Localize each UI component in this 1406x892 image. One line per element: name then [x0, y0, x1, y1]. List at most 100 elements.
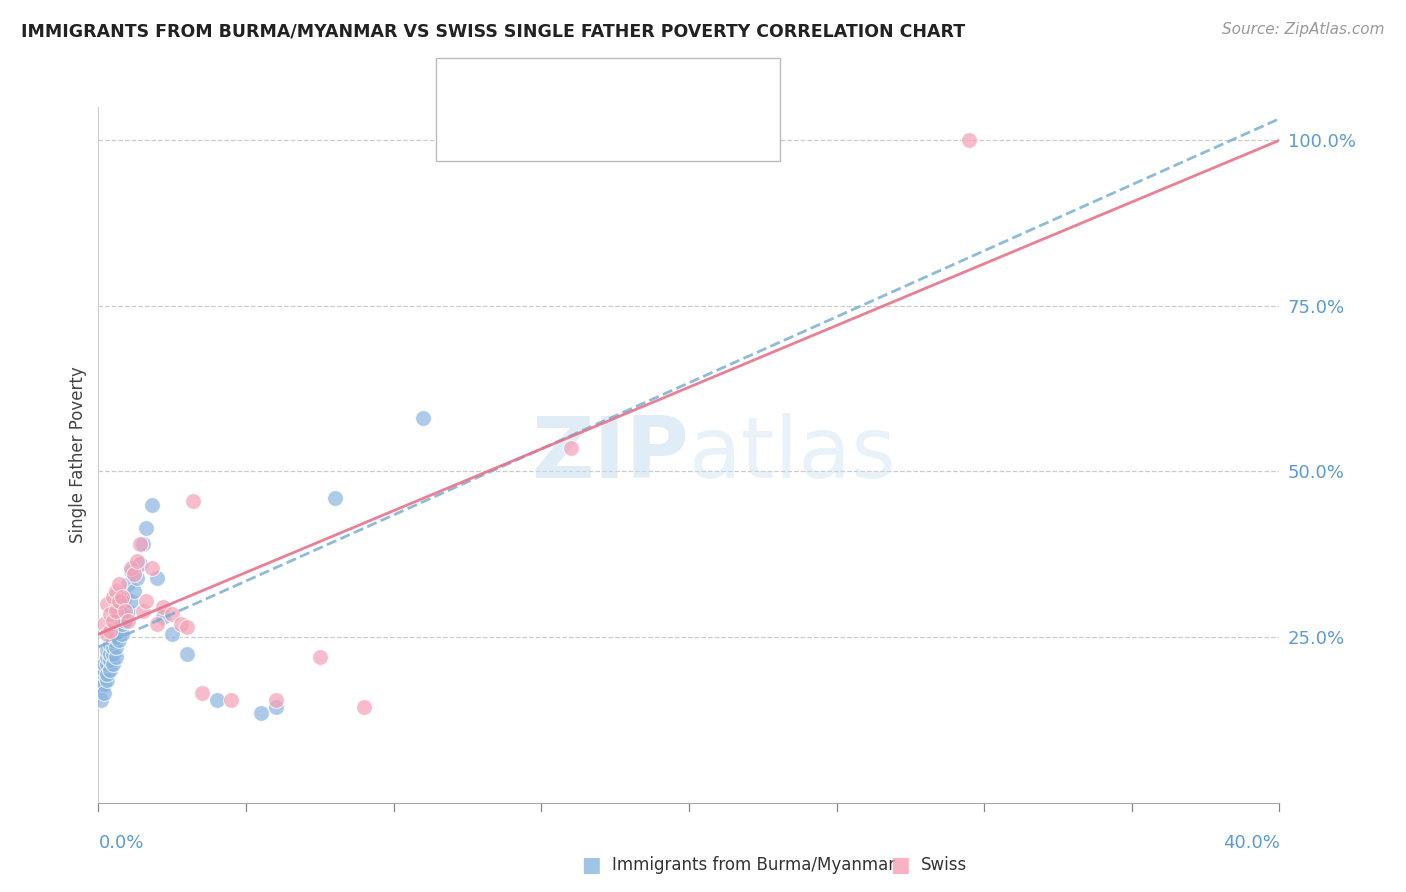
Text: 40.0%: 40.0% — [1223, 834, 1279, 852]
Point — [135, 593, 157, 607]
Point — [105, 650, 128, 665]
Point — [412, 411, 434, 425]
Point — [103, 640, 125, 654]
Point — [96, 673, 118, 688]
Text: N =: N = — [583, 131, 636, 149]
Text: Swiss: Swiss — [921, 856, 967, 874]
Text: ■: ■ — [457, 78, 477, 97]
Point — [105, 616, 128, 631]
Point — [90, 680, 112, 694]
Point — [205, 693, 228, 707]
Point — [96, 597, 118, 611]
Text: 52: 52 — [640, 78, 665, 96]
Point — [146, 570, 169, 584]
Point — [152, 610, 174, 624]
Point — [120, 560, 142, 574]
Point — [93, 676, 115, 690]
Point — [96, 657, 118, 671]
Text: 0.0%: 0.0% — [98, 834, 143, 852]
Point — [103, 647, 125, 661]
Point — [108, 624, 131, 638]
Point — [103, 591, 125, 605]
Point — [250, 706, 273, 721]
Point — [114, 604, 136, 618]
Point — [98, 663, 121, 677]
Text: 0.250: 0.250 — [524, 78, 581, 96]
Point — [141, 560, 163, 574]
Text: ZIP: ZIP — [531, 413, 689, 497]
Point — [93, 657, 115, 671]
Point — [93, 686, 115, 700]
Point — [152, 600, 174, 615]
Point — [114, 591, 136, 605]
Point — [108, 607, 131, 621]
Text: ■: ■ — [890, 855, 910, 875]
Point — [181, 494, 204, 508]
Point — [353, 699, 375, 714]
Point — [114, 614, 136, 628]
Point — [111, 597, 134, 611]
Point — [105, 640, 128, 654]
Point — [105, 630, 128, 644]
Text: ■: ■ — [457, 130, 477, 150]
Point — [122, 583, 145, 598]
Point — [560, 442, 582, 456]
Point — [125, 554, 148, 568]
Point — [170, 616, 193, 631]
Point — [90, 693, 112, 707]
Point — [132, 537, 155, 551]
Text: ■: ■ — [581, 855, 600, 875]
Point — [959, 133, 981, 147]
Point — [146, 616, 169, 631]
Point — [98, 607, 121, 621]
Point — [108, 577, 131, 591]
Text: 34: 34 — [640, 131, 665, 149]
Point — [120, 564, 142, 578]
Point — [264, 699, 287, 714]
Point — [103, 657, 125, 671]
Point — [96, 666, 118, 681]
Y-axis label: Single Father Poverty: Single Father Poverty — [69, 367, 87, 543]
Text: atlas: atlas — [689, 413, 897, 497]
Point — [191, 686, 214, 700]
Point — [132, 604, 155, 618]
Point — [103, 633, 125, 648]
Point — [125, 570, 148, 584]
Point — [103, 614, 125, 628]
Point — [105, 583, 128, 598]
Point — [120, 593, 142, 607]
Point — [98, 647, 121, 661]
Point — [264, 693, 287, 707]
Point — [98, 637, 121, 651]
Point — [176, 620, 198, 634]
Point — [98, 624, 121, 638]
Point — [111, 627, 134, 641]
Text: Immigrants from Burma/Myanmar: Immigrants from Burma/Myanmar — [612, 856, 894, 874]
Point — [117, 604, 139, 618]
Point — [309, 650, 332, 665]
Point — [96, 643, 118, 657]
Text: Source: ZipAtlas.com: Source: ZipAtlas.com — [1222, 22, 1385, 37]
Point — [93, 663, 115, 677]
Point — [96, 627, 118, 641]
Point — [162, 607, 183, 621]
Point — [98, 653, 121, 667]
Point — [128, 537, 150, 551]
Point — [128, 558, 150, 572]
Point — [117, 577, 139, 591]
Point — [108, 593, 131, 607]
Point — [135, 521, 157, 535]
Point — [219, 693, 242, 707]
Point — [117, 614, 139, 628]
Point — [93, 616, 115, 631]
Point — [108, 633, 131, 648]
Point — [176, 647, 198, 661]
Text: R =: R = — [478, 78, 517, 96]
Text: R =: R = — [478, 131, 517, 149]
Point — [323, 491, 346, 505]
Point — [105, 604, 128, 618]
Point — [103, 624, 125, 638]
Point — [93, 666, 115, 681]
Text: N =: N = — [583, 78, 636, 96]
Text: IMMIGRANTS FROM BURMA/MYANMAR VS SWISS SINGLE FATHER POVERTY CORRELATION CHART: IMMIGRANTS FROM BURMA/MYANMAR VS SWISS S… — [21, 22, 965, 40]
